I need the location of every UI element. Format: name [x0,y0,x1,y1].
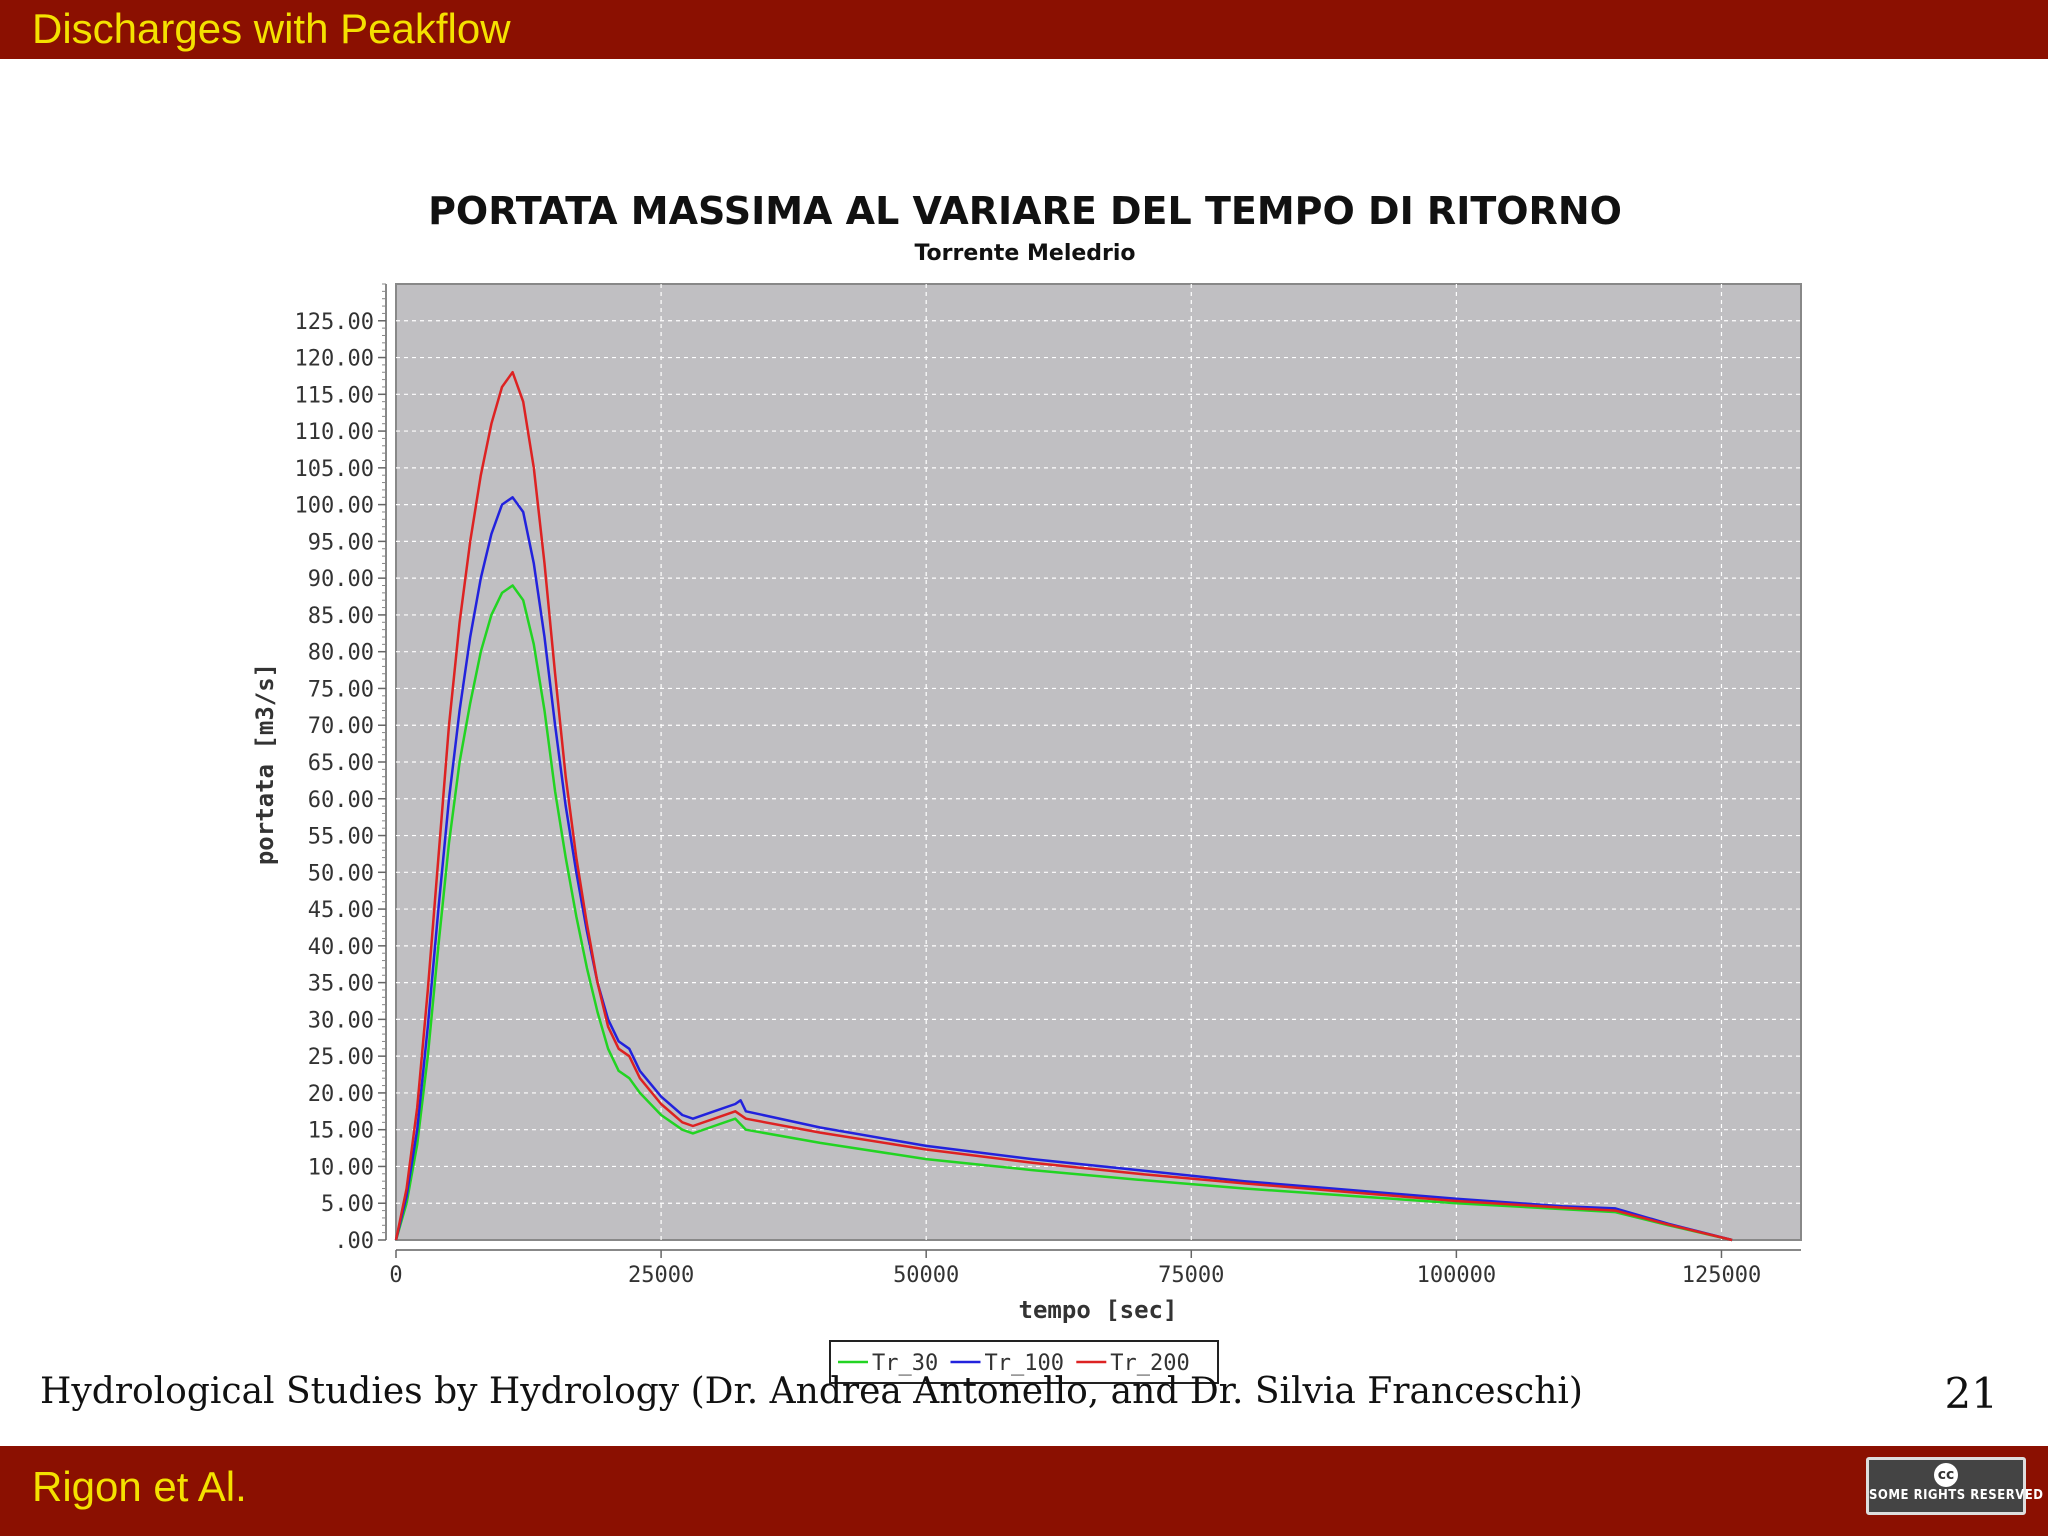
series-line-tr-30 [394,584,1733,1242]
y-tick-label: 5.00 [321,1192,374,1217]
y-tick-label: 95.00 [308,530,374,555]
y-tick-label: 50.00 [308,861,374,886]
chart-title: PORTATA MASSIMA AL VARIARE DEL TEMPO DI … [428,189,1622,233]
axes: .00 5.00 10.00 15.00 20.00 25.00 30.00 35.00 40.… [295,283,1801,1288]
series-line-tr-100 [394,496,1733,1242]
grid [396,284,1801,1240]
x-tick-label: 100000 [1417,1263,1496,1288]
y-tick-label: 70.00 [308,714,374,739]
y-tick-label: 120.00 [295,347,374,372]
y-tick-label: .00 [334,1229,374,1254]
y-tick-label: 105.00 [295,457,374,482]
y-axis-label: portata [m3/s] [251,663,279,865]
y-tick-label: 60.00 [308,788,374,813]
y-tick-label: 65.00 [308,751,374,776]
legend-label: Tr_100 [985,1351,1064,1376]
y-tick-label: 35.00 [308,972,374,997]
y-tick-label: 75.00 [308,677,374,702]
footer-caption: Hydrological Studies by Hydrology (Dr. A… [40,1371,1583,1412]
x-tick-label: 50000 [893,1263,959,1288]
y-tick-label: 85.00 [308,604,374,629]
legend-label: Tr_200 [1110,1351,1189,1376]
legend-box [829,1340,1219,1384]
y-tick-label: 45.00 [308,898,374,923]
y-tick-label: 125.00 [295,310,374,335]
series-lines [394,370,1733,1242]
y-tick-label: 40.00 [308,935,374,960]
series-line-tr-200 [394,370,1733,1242]
cc-license-badge[interactable]: cc SOME RIGHTS RESERVED [1866,1457,2044,1515]
y-tick-label: 100.00 [295,494,374,519]
y-tick-label: 25.00 [308,1045,374,1070]
legend: Tr_30 Tr_100 Tr_200 [829,1340,1219,1384]
page-number: 21 [1944,1369,1998,1418]
slide-title: Discharges with Peakflow [32,5,511,52]
x-axis-label: tempo [sec] [1019,1296,1178,1324]
x-tick-label: 75000 [1158,1263,1224,1288]
cc-icon: cc [1934,1463,1958,1487]
y-tick-label: 30.00 [308,1008,374,1033]
y-tick-label: 10.00 [308,1155,374,1180]
y-tick-label: 90.00 [308,567,374,592]
cc-badge-text: SOME RIGHTS RESERVED [1869,1488,2044,1503]
x-tick-label: 0 [389,1263,402,1288]
y-tick-label: 20.00 [308,1082,374,1107]
chart-subtitle: Torrente Meledrio [914,241,1135,266]
y-tick-label: 80.00 [308,641,374,666]
header-bar [0,0,2048,59]
y-tick-label: 15.00 [308,1119,374,1144]
footer-bar [0,1446,2048,1536]
x-tick-label: 125000 [1682,1263,1761,1288]
authors-label: Rigon et Al. [32,1463,247,1510]
legend-label: Tr_30 [872,1351,938,1376]
y-tick-label: 115.00 [295,383,374,408]
y-tick-label: 55.00 [308,825,374,850]
x-tick-label: 25000 [628,1263,694,1288]
y-tick-label: 110.00 [295,420,374,445]
